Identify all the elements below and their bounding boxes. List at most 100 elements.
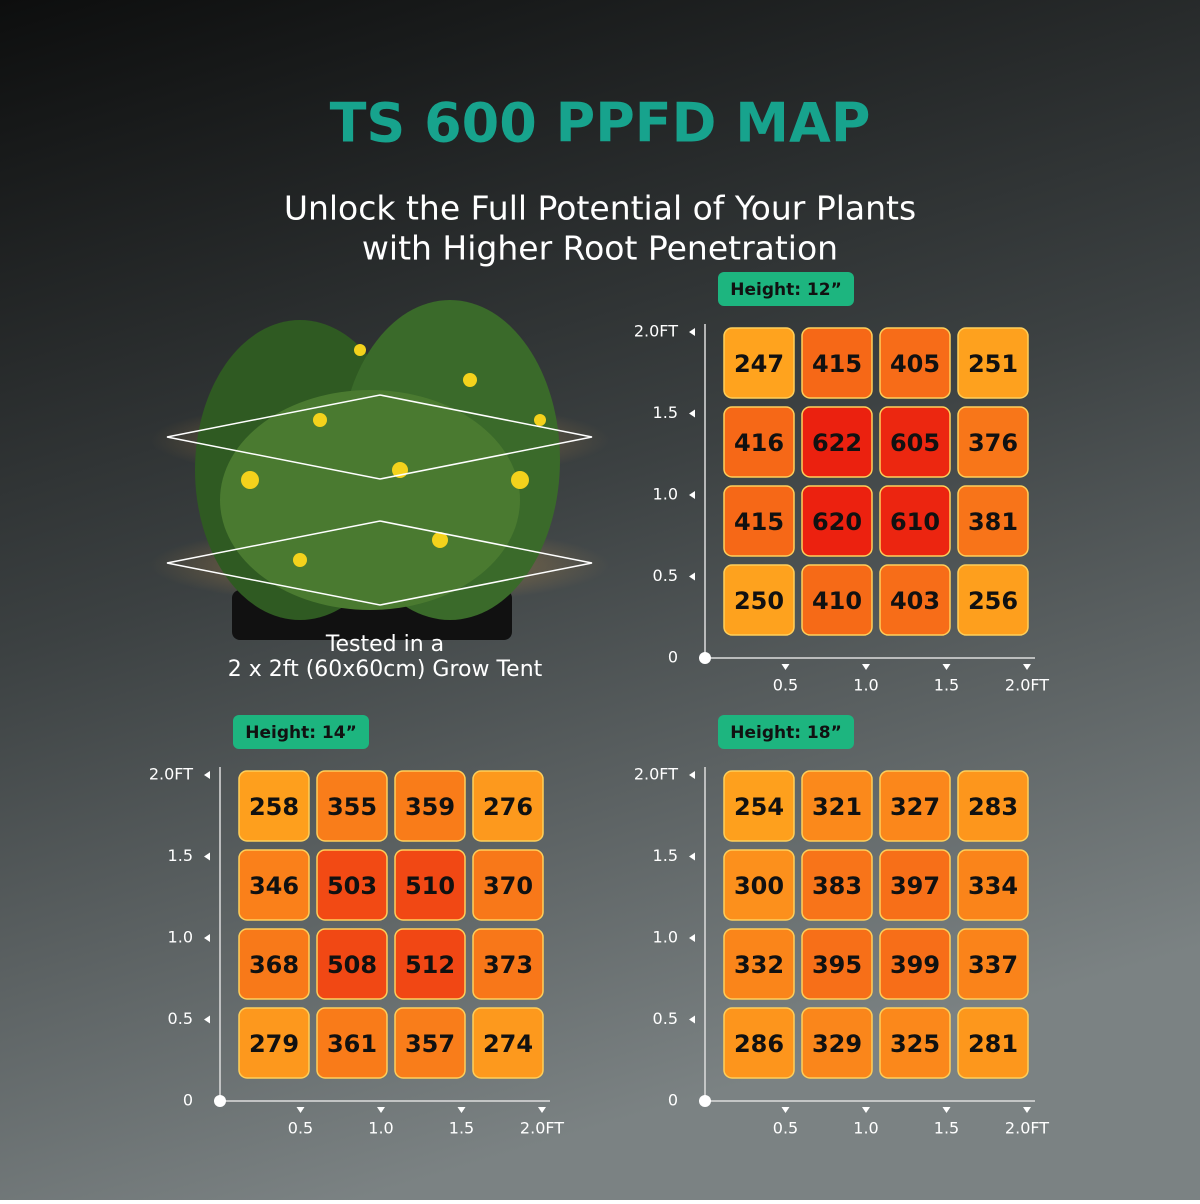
ppfd-cell <box>394 770 466 842</box>
y-tick-mark <box>689 491 695 499</box>
ppfd-value: 274 <box>483 1030 533 1058</box>
y-tick-mark <box>689 1015 695 1024</box>
ppfd-value: 286 <box>734 1030 784 1058</box>
ppfd-value: 258 <box>249 793 299 821</box>
ppfd-cell <box>957 406 1029 478</box>
ppfd-cell <box>957 564 1029 636</box>
ppfd-value: 359 <box>405 793 455 821</box>
y-tick-mark <box>204 1015 210 1024</box>
x-tick-label: 1.0 <box>368 1119 393 1138</box>
ppfd-cell <box>472 770 544 842</box>
ppfd-value: 416 <box>734 429 784 457</box>
x-tick-mark <box>1023 1107 1031 1113</box>
subtitle: with Higher Root Penetration <box>362 229 838 268</box>
x-tick-mark <box>377 1107 385 1113</box>
ppfd-value: 327 <box>890 793 940 821</box>
ppfd-value: 250 <box>734 587 784 615</box>
y-tick-mark <box>689 572 695 581</box>
ppfd-cell <box>801 849 873 921</box>
x-tick-label: 0.5 <box>773 1119 798 1138</box>
y-tick-label: 0.5 <box>653 566 678 585</box>
ppfd-value: 279 <box>249 1030 299 1058</box>
ppfd-cell <box>801 564 873 636</box>
y-tick-label: 0 <box>668 648 678 667</box>
y-tick-mark <box>689 328 695 336</box>
ppfd-value: 383 <box>812 872 862 900</box>
ppfd-value: 256 <box>968 587 1018 615</box>
y-tick-label: 0.5 <box>168 1009 193 1028</box>
ppfd-value: 254 <box>734 793 784 821</box>
x-tick-label: 0.5 <box>288 1119 313 1138</box>
y-tick-mark <box>689 409 695 418</box>
ppfd-value: 251 <box>968 350 1018 378</box>
ppfd-cell <box>879 849 951 921</box>
chart-title: Height: 12” <box>730 280 842 300</box>
ppfd-cell <box>723 770 795 842</box>
x-tick-label: 2.0FT <box>1005 1119 1049 1138</box>
ppfd-cell <box>238 770 310 842</box>
ppfd-value: 508 <box>327 951 377 979</box>
x-tick-mark <box>862 664 870 670</box>
ppfd-value: 510 <box>405 872 455 900</box>
height-badge <box>233 715 369 749</box>
ppfd-value: 399 <box>890 951 940 979</box>
plant-illustration <box>150 300 610 640</box>
ppfd-cell <box>957 327 1029 399</box>
ppfd-cell <box>801 1007 873 1079</box>
ppfd-cell <box>472 1007 544 1079</box>
ppfd-cell <box>316 849 388 921</box>
ppfd-value: 337 <box>968 951 1018 979</box>
y-tick-label: 1.0 <box>168 928 193 947</box>
ppfd-value: 346 <box>249 872 299 900</box>
ppfd-cell <box>801 485 873 557</box>
x-tick-label: 1.5 <box>934 1119 959 1138</box>
x-tick-mark <box>942 1107 951 1113</box>
ppfd-value: 503 <box>327 872 377 900</box>
ppfd-cell <box>801 928 873 1000</box>
y-tick-label: 2.0FT <box>634 322 678 341</box>
subtitle: Unlock the Full Potential of Your Plants <box>284 189 916 228</box>
y-tick-label: 1.5 <box>653 846 678 865</box>
x-tick-mark <box>296 1107 305 1113</box>
ppfd-cell <box>238 928 310 1000</box>
x-tick-label: 2.0FT <box>1005 676 1049 695</box>
x-tick-mark <box>781 1107 790 1113</box>
ppfd-value: 381 <box>968 508 1018 536</box>
ppfd-value: 281 <box>968 1030 1018 1058</box>
ppfd-cell <box>723 564 795 636</box>
ppfd-cell <box>723 485 795 557</box>
ppfd-value: 276 <box>483 793 533 821</box>
x-tick-label: 1.0 <box>853 1119 878 1138</box>
ppfd-value: 620 <box>812 508 862 536</box>
ppfd-value: 334 <box>968 872 1018 900</box>
ppfd-cell <box>394 1007 466 1079</box>
height-badge <box>718 272 854 306</box>
ppfd-cell <box>394 928 466 1000</box>
ppfd-cell <box>472 849 544 921</box>
ppfd-cell <box>238 1007 310 1079</box>
y-tick-mark <box>204 771 210 779</box>
ppfd-value: 332 <box>734 951 784 979</box>
ppfd-value: 355 <box>327 793 377 821</box>
y-tick-label: 1.5 <box>168 846 193 865</box>
ppfd-value: 410 <box>812 587 862 615</box>
ppfd-value: 512 <box>405 951 455 979</box>
x-tick-label: 1.5 <box>934 676 959 695</box>
ppfd-cell <box>316 1007 388 1079</box>
origin-dot <box>699 1095 711 1107</box>
ppfd-value: 247 <box>734 350 784 378</box>
ppfd-value: 405 <box>890 350 940 378</box>
chart-title: Height: 18” <box>730 723 842 743</box>
y-tick-mark <box>689 771 695 779</box>
ppfd-value: 357 <box>405 1030 455 1058</box>
origin-dot <box>699 652 711 664</box>
ppfd-cell <box>957 928 1029 1000</box>
caption: Tested in a <box>325 632 444 657</box>
ppfd-value: 415 <box>812 350 862 378</box>
ppfd-cell <box>801 406 873 478</box>
x-tick-label: 1.5 <box>449 1119 474 1138</box>
ppfd-value: 622 <box>812 429 862 457</box>
ppfd-cell <box>957 485 1029 557</box>
x-tick-label: 0.5 <box>773 676 798 695</box>
y-tick-label: 0 <box>668 1091 678 1110</box>
